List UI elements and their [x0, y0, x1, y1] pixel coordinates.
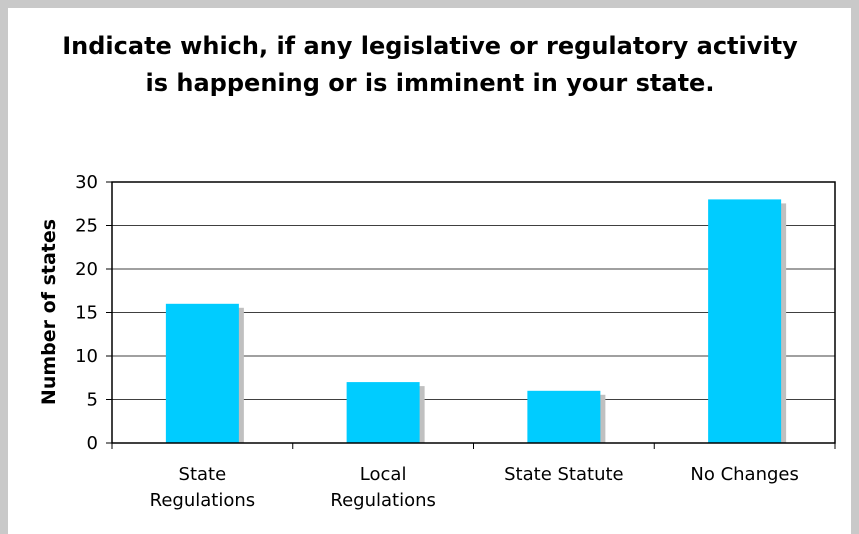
x-category-label: State Statute	[504, 464, 623, 485]
axes	[106, 181, 836, 449]
y-tick-label: 30	[75, 172, 98, 193]
y-tick-label: 5	[87, 390, 98, 411]
y-tick-label: 10	[75, 346, 98, 367]
x-category-label: Local Regulations	[330, 464, 436, 511]
y-tick-label: 25	[75, 216, 98, 237]
y-tick-label: 15	[75, 303, 98, 324]
y-axis-label: Number of states	[38, 219, 60, 405]
y-tick-label: 0	[87, 433, 98, 454]
y-tick-labels: 0 5 10 15 20 25 30	[75, 172, 98, 454]
bar	[708, 199, 782, 443]
bars	[165, 199, 787, 443]
bar	[346, 382, 420, 443]
y-tick-label: 20	[75, 259, 98, 280]
x-category-label: No Changes	[690, 464, 799, 485]
bar	[527, 390, 601, 443]
x-category-label: State Regulations	[150, 464, 256, 511]
bar	[165, 303, 239, 443]
chart-title: Indicate which, if any legislative or re…	[62, 32, 798, 97]
x-category-labels: State Regulations Local Regulations State St…	[150, 464, 799, 511]
